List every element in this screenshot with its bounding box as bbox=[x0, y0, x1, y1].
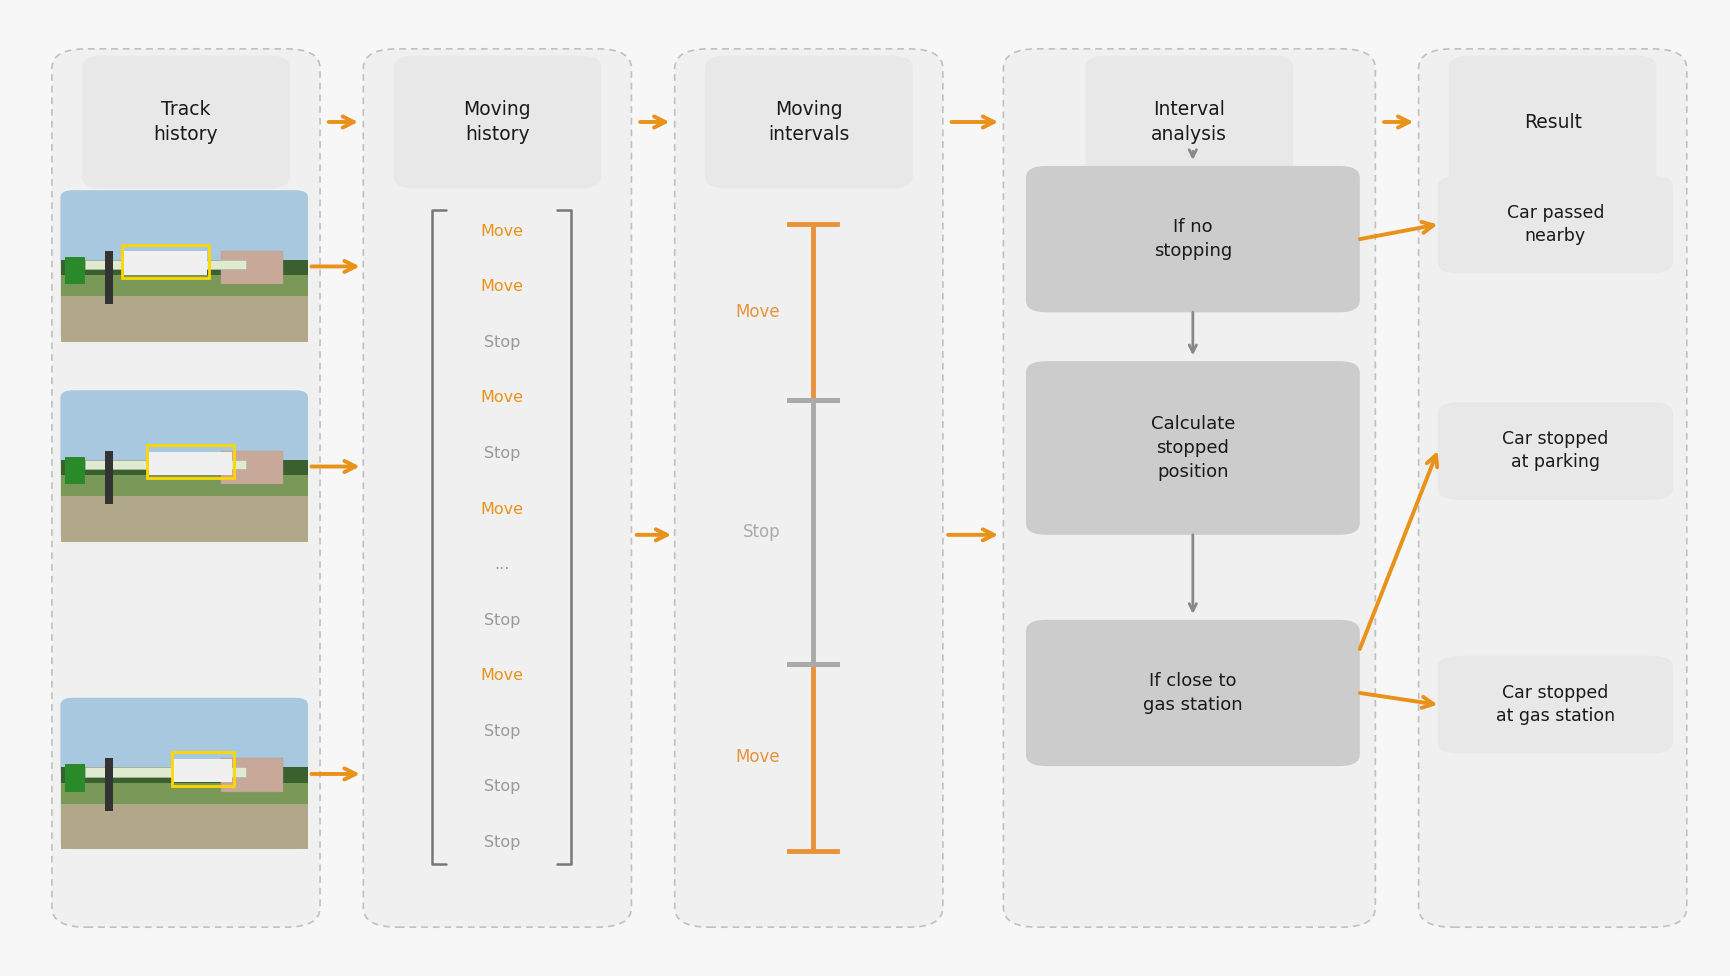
FancyBboxPatch shape bbox=[1026, 361, 1360, 535]
Text: Move: Move bbox=[735, 304, 780, 321]
Bar bbox=[61, 783, 308, 804]
Text: Move: Move bbox=[481, 390, 522, 405]
FancyBboxPatch shape bbox=[675, 49, 943, 927]
Bar bbox=[61, 473, 308, 542]
Bar bbox=[85, 767, 246, 777]
Bar bbox=[85, 460, 246, 469]
FancyBboxPatch shape bbox=[363, 49, 631, 927]
FancyBboxPatch shape bbox=[61, 390, 308, 469]
Bar bbox=[61, 781, 308, 849]
Text: Result: Result bbox=[1524, 112, 1581, 132]
Bar bbox=[61, 273, 308, 342]
FancyBboxPatch shape bbox=[706, 56, 913, 188]
FancyBboxPatch shape bbox=[1026, 620, 1360, 766]
Bar bbox=[106, 758, 112, 811]
Text: Stop: Stop bbox=[483, 834, 521, 850]
FancyBboxPatch shape bbox=[61, 390, 308, 542]
Text: Car passed
nearby: Car passed nearby bbox=[1507, 204, 1604, 245]
Text: Car stopped
at gas station: Car stopped at gas station bbox=[1496, 684, 1614, 725]
Text: Stop: Stop bbox=[483, 723, 521, 739]
Text: ...: ... bbox=[495, 557, 509, 572]
Bar bbox=[125, 252, 208, 274]
FancyBboxPatch shape bbox=[1086, 56, 1294, 188]
Bar bbox=[66, 257, 85, 284]
Text: Interval
analysis: Interval analysis bbox=[1152, 101, 1227, 143]
FancyBboxPatch shape bbox=[61, 698, 308, 777]
Bar bbox=[66, 764, 85, 792]
Text: If close to
gas station: If close to gas station bbox=[1144, 672, 1242, 713]
Bar bbox=[171, 752, 234, 786]
FancyBboxPatch shape bbox=[61, 190, 308, 342]
Text: Stop: Stop bbox=[483, 335, 521, 350]
Text: Stop: Stop bbox=[483, 446, 521, 461]
Bar bbox=[173, 759, 232, 782]
Text: Moving
history: Moving history bbox=[464, 101, 531, 143]
Text: Move: Move bbox=[481, 502, 522, 516]
Bar bbox=[123, 245, 209, 278]
Text: Moving
intervals: Moving intervals bbox=[768, 101, 849, 143]
Text: If no
stopping: If no stopping bbox=[1154, 219, 1232, 260]
FancyBboxPatch shape bbox=[1438, 402, 1673, 500]
Text: Stop: Stop bbox=[483, 779, 521, 794]
Bar bbox=[61, 475, 308, 496]
Text: Car stopped
at parking: Car stopped at parking bbox=[1502, 430, 1609, 471]
FancyBboxPatch shape bbox=[83, 56, 291, 188]
FancyBboxPatch shape bbox=[61, 698, 308, 849]
FancyBboxPatch shape bbox=[61, 190, 308, 269]
FancyBboxPatch shape bbox=[1419, 49, 1687, 927]
FancyBboxPatch shape bbox=[394, 56, 602, 188]
Text: Move: Move bbox=[735, 749, 780, 766]
Text: Calculate
stopped
position: Calculate stopped position bbox=[1150, 416, 1235, 480]
FancyBboxPatch shape bbox=[1438, 656, 1673, 753]
Bar bbox=[61, 275, 308, 297]
Bar bbox=[61, 767, 308, 786]
Bar bbox=[147, 445, 234, 478]
Text: Move: Move bbox=[481, 224, 522, 239]
Bar bbox=[221, 251, 284, 284]
Bar bbox=[61, 460, 308, 478]
Bar bbox=[106, 451, 112, 504]
Bar bbox=[149, 452, 232, 474]
Bar bbox=[61, 260, 308, 278]
Text: Move: Move bbox=[481, 669, 522, 683]
Text: Track
history: Track history bbox=[154, 101, 218, 143]
Bar bbox=[221, 451, 284, 484]
Bar bbox=[66, 457, 85, 484]
FancyBboxPatch shape bbox=[52, 49, 320, 927]
Bar bbox=[106, 251, 112, 304]
Text: Stop: Stop bbox=[742, 523, 780, 541]
Text: Move: Move bbox=[481, 279, 522, 295]
Bar bbox=[221, 758, 284, 792]
Text: Stop: Stop bbox=[483, 613, 521, 628]
FancyBboxPatch shape bbox=[1026, 166, 1360, 312]
FancyBboxPatch shape bbox=[1003, 49, 1375, 927]
Bar bbox=[85, 260, 246, 269]
FancyBboxPatch shape bbox=[1438, 176, 1673, 273]
FancyBboxPatch shape bbox=[1448, 56, 1657, 188]
